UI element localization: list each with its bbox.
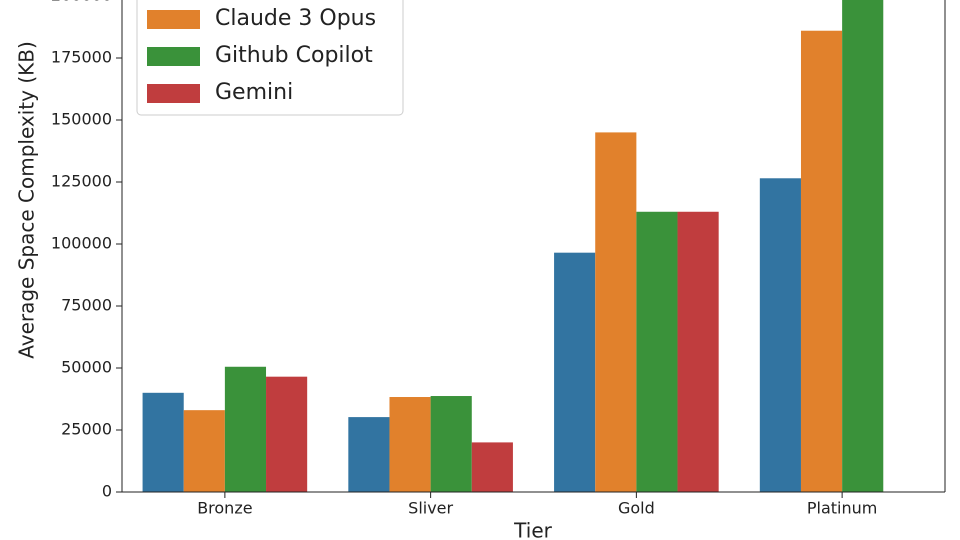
bar xyxy=(142,392,184,492)
x-tick-label: Gold xyxy=(618,499,655,518)
bar xyxy=(183,410,225,492)
bar xyxy=(800,30,843,492)
bar xyxy=(348,417,390,492)
y-tick-label: 50000 xyxy=(61,358,112,377)
bar xyxy=(759,178,801,492)
x-tick-label: Bronze xyxy=(197,499,252,518)
bar xyxy=(636,211,678,492)
bar xyxy=(677,211,719,492)
y-axis-label: Average Space Complexity (KB) xyxy=(15,41,39,359)
y-tick-label: 150000 xyxy=(51,110,112,129)
y-tick-label: 75000 xyxy=(61,296,112,315)
bar xyxy=(430,396,472,492)
bar xyxy=(266,376,308,492)
bar xyxy=(224,366,267,492)
legend-swatch xyxy=(147,84,200,103)
bar xyxy=(389,397,431,492)
y-tick-label: 200000 xyxy=(51,0,112,5)
legend-label: Claude 3 Opus xyxy=(215,6,376,31)
y-tick-label: 125000 xyxy=(51,172,112,191)
y-tick-label: 25000 xyxy=(61,420,112,439)
legend-swatch xyxy=(147,10,200,29)
bar xyxy=(471,442,513,492)
x-axis-label: Tier xyxy=(513,519,552,540)
y-tick-label: 175000 xyxy=(51,48,112,67)
bar xyxy=(554,252,596,492)
x-tick-label: Platinum xyxy=(807,499,877,518)
bar xyxy=(842,0,884,492)
legend-box xyxy=(136,0,404,116)
legend-label: Github Copilot xyxy=(215,43,373,68)
y-tick-label: 100000 xyxy=(51,234,112,253)
x-tick-label: Sliver xyxy=(408,499,453,518)
legend-swatch xyxy=(147,47,200,66)
legend-label: Gemini xyxy=(215,80,293,105)
bar xyxy=(595,132,637,492)
y-tick-label: 0 xyxy=(102,482,112,501)
